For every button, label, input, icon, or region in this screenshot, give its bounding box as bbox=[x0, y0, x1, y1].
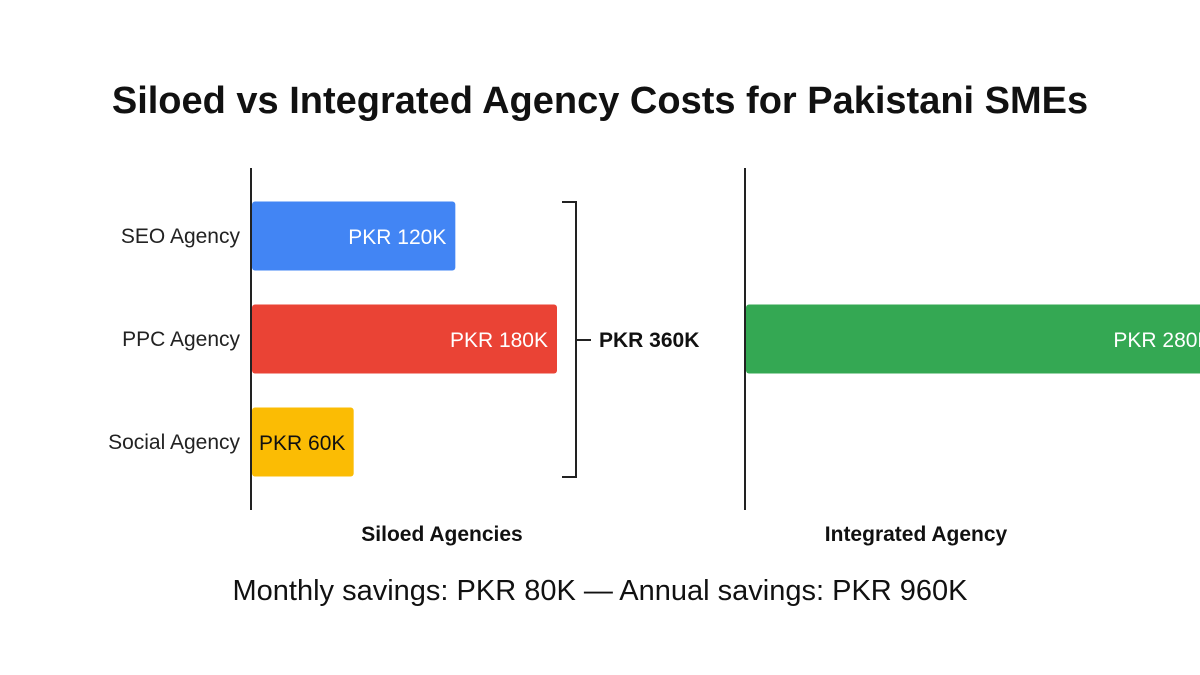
total-bracket bbox=[562, 201, 577, 478]
bar-integrated-agency bbox=[746, 304, 1200, 374]
bar-value-label-ppc-agency: PKR 180K bbox=[450, 329, 548, 352]
bar-value-label-seo-agency: PKR 120K bbox=[348, 226, 446, 249]
panel-label-integrated-agency: Integrated Agency bbox=[825, 523, 1008, 546]
bar-social-agency bbox=[252, 407, 354, 477]
total-label: PKR 360K bbox=[599, 329, 699, 352]
bar-value-label-integrated-agency: PKR 280K bbox=[1113, 329, 1200, 352]
integrated-panel: PKR 280K Integrated Agency bbox=[744, 168, 1200, 546]
bar-ppc-agency bbox=[252, 304, 557, 374]
category-label-social-agency: Social Agency bbox=[108, 431, 240, 454]
chart-title: Siloed vs Integrated Agency Costs for Pa… bbox=[112, 80, 1088, 122]
category-label-seo-agency: SEO Agency bbox=[121, 225, 241, 248]
category-label-ppc-agency: PPC Agency bbox=[122, 328, 240, 351]
bar-seo-agency bbox=[252, 201, 456, 271]
savings-footnote: Monthly savings: PKR 80K — Annual saving… bbox=[232, 575, 968, 607]
siloed-panel: SEO Agency PKR 120K PPC Agency PKR 180K Soci… bbox=[108, 168, 699, 546]
bar-value-label-social-agency: PKR 60K bbox=[259, 432, 345, 455]
panel-label-siloed-agencies: Siloed Agencies bbox=[361, 523, 522, 546]
